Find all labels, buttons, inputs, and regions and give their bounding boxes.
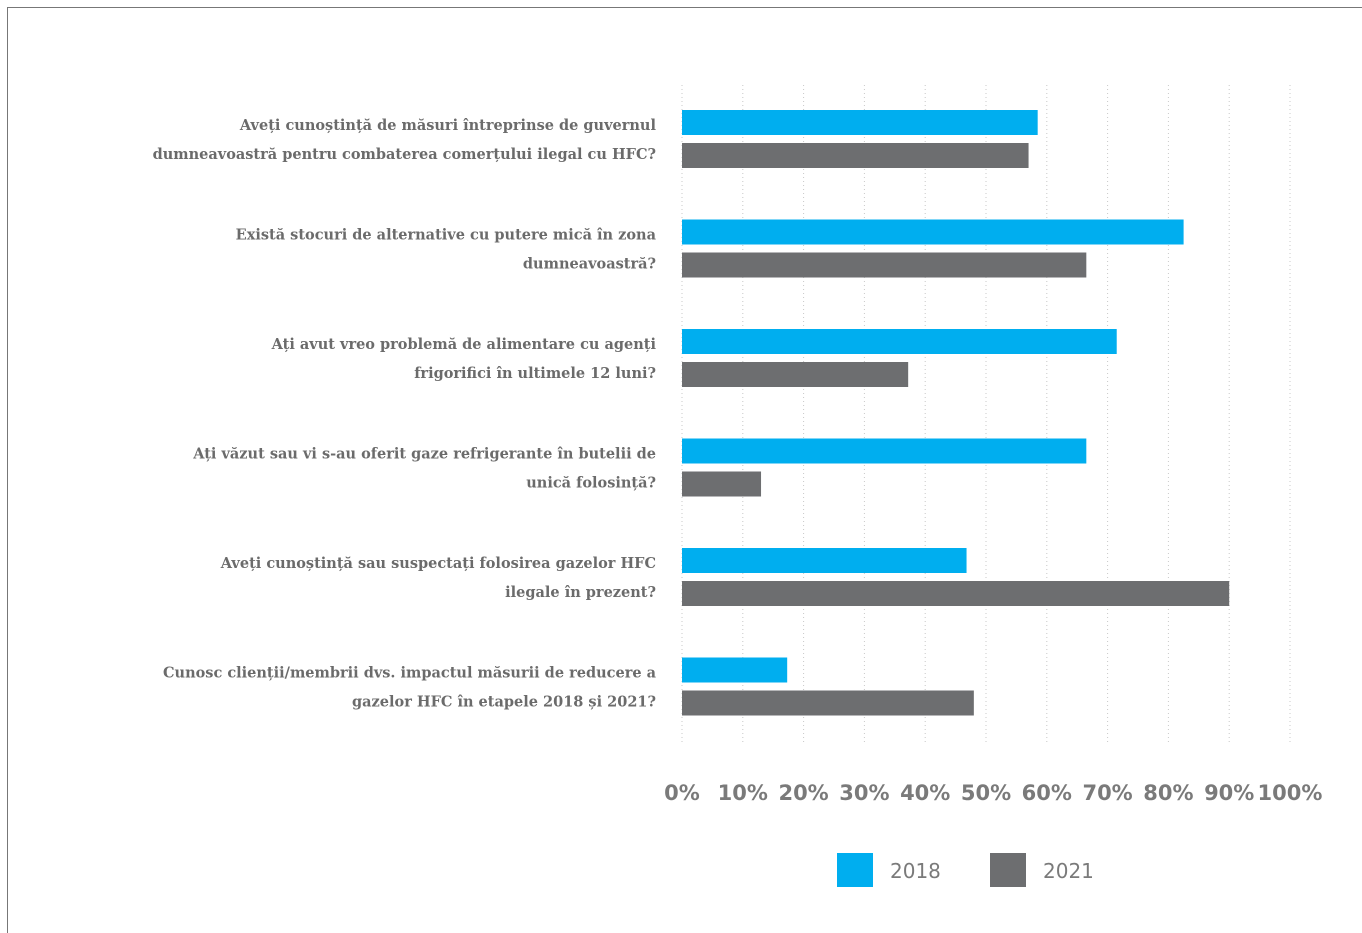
x-tick-label: 40% [900, 781, 950, 805]
category-label: Aveți cunoștință sau suspectați folosire… [220, 555, 656, 601]
chart-frame [7, 7, 1362, 933]
bar-2021-4 [682, 471, 762, 497]
category-label-line: unică folosință? [526, 475, 656, 492]
bar-2021-1 [682, 143, 1029, 168]
category-label-line: Există stocuri de alternative cu putere … [236, 227, 657, 244]
category-label-line: Aveți cunoștință de măsuri întreprinse d… [239, 117, 657, 134]
x-tick-label: 60% [1022, 781, 1072, 805]
category-label-line: Ați avut vreo problemă de alimentare cu … [271, 336, 657, 353]
category-label: Există stocuri de alternative cu putere … [236, 227, 657, 273]
x-tick-label: 50% [961, 781, 1011, 805]
legend-swatch-2021 [990, 853, 1026, 887]
category-label: Cunosc clienții/membrii dvs. impactul mă… [163, 665, 657, 711]
x-tick-label: 10% [718, 781, 768, 805]
x-tick-label: 90% [1204, 781, 1254, 805]
category-label-line: Aveți cunoștință sau suspectați folosire… [220, 555, 656, 572]
bar-2021-3 [682, 362, 909, 387]
bar-2018-6 [682, 657, 788, 683]
category-label-line: Ați văzut sau vi s-au oferit gaze refrig… [192, 446, 656, 463]
x-tick-label: 0% [664, 781, 700, 805]
category-label-line: gazelor HFC în etapele 2018 și 2021? [352, 694, 656, 711]
category-label: Ați avut vreo problemă de alimentare cu … [271, 336, 657, 382]
category-label-line: dumneavoastră? [523, 256, 656, 273]
bar-2018-3 [682, 329, 1117, 354]
category-label-line: dumneavoastră pentru combaterea comerțul… [153, 146, 656, 163]
category-label-line: Cunosc clienții/membrii dvs. impactul mă… [163, 665, 657, 682]
bar-2018-1 [682, 110, 1038, 135]
legend-swatch-2018 [837, 853, 873, 887]
bar-2018-4 [682, 438, 1087, 464]
legend-label-2018: 2018 [890, 859, 941, 883]
category-label-line: ilegale în prezent? [505, 584, 656, 601]
bar-2021-6 [682, 690, 974, 716]
category-label: Aveți cunoștință de măsuri întreprinse d… [153, 117, 657, 163]
bar-2018-2 [682, 219, 1184, 245]
x-tick-label: 20% [778, 781, 828, 805]
x-tick-label: 30% [839, 781, 889, 805]
x-tick-label: 70% [1082, 781, 1132, 805]
x-tick-label: 80% [1143, 781, 1193, 805]
legend-label-2021: 2021 [1043, 859, 1094, 883]
x-tick-label: 100% [1258, 781, 1323, 805]
category-label: Ați văzut sau vi s-au oferit gaze refrig… [192, 446, 656, 492]
bar-2018-5 [682, 548, 967, 573]
category-label-line: frigorifici în ultimele 12 luni? [414, 365, 656, 382]
bar-2021-2 [682, 252, 1087, 278]
bar-2021-5 [682, 581, 1230, 606]
